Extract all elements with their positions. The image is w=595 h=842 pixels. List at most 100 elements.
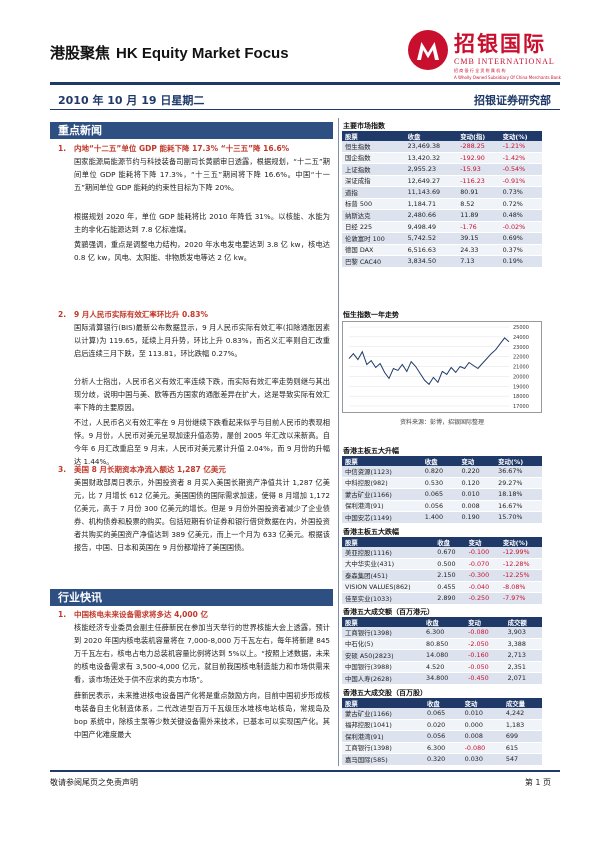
value-cell: 6.300 — [423, 742, 462, 754]
stock-name-cell: 道指 — [342, 186, 405, 199]
stock-name-cell: 巴黎 CAC40 — [342, 255, 405, 268]
value-cell: -12.28% — [499, 558, 542, 570]
hsi-series-line — [348, 337, 510, 386]
stock-name-cell: 深证成指 — [342, 175, 405, 187]
indices-title: 主要市场指数 — [343, 122, 385, 130]
cmb-logo-icon — [408, 30, 448, 70]
value-cell: 0.020 — [423, 719, 462, 731]
value-cell: 39.15 — [457, 232, 500, 245]
stock-name-cell: 中科控股(982) — [342, 477, 422, 489]
value-cell: 18.18% — [495, 488, 542, 501]
table-row: 德国 DAX 6,516.63 24.33 0.37% — [342, 244, 542, 256]
col-header: 变动 — [458, 456, 496, 466]
table-row: 保利港湾(91) 0.056 0.008 699 — [342, 730, 542, 743]
col-header: 变动 — [465, 617, 505, 627]
chart-source: 资料来源：彭博，招银国际整理 — [400, 419, 485, 426]
turnover-header-row: 股票 收盘 变动 成交额 — [342, 617, 542, 627]
gainers-title: 香港主板五大升幅 — [343, 447, 399, 455]
page-number: 第 1 页 — [524, 778, 551, 787]
news-1-headline-text: 内地“十二五”单位 GDP 能耗下降 17.3% “十三五”降 16.6% — [74, 144, 290, 153]
report-title: 港股聚焦 HK Equity Market Focus — [50, 42, 289, 63]
value-cell: 0.190 — [458, 511, 496, 524]
industry-1-paragraph-1: 核能经济专业委员会副主任薛新民在参加当天举行的世界核能大会上透露，预计到 202… — [74, 623, 330, 684]
value-cell: 12,649.27 — [404, 175, 458, 187]
table-row: 泰森集团(451) 2.150 -0.300 -12.25% — [342, 569, 542, 582]
value-cell: 5,742.52 — [404, 232, 458, 245]
y-tick-label: 22000 — [513, 355, 529, 361]
value-cell: 0.820 — [421, 466, 459, 478]
col-header: 收盘 — [434, 537, 466, 547]
subheader-divider — [50, 109, 560, 110]
stock-name-cell: 福邦控股(1041) — [342, 719, 424, 731]
value-cell: -192.90 — [457, 152, 500, 164]
news-1-headline: 1. 内地“十二五”单位 GDP 能耗下降 17.3% “十三五”降 16.6% — [58, 143, 289, 154]
value-cell: 0.065 — [423, 708, 462, 720]
table-row: 工商银行(1398) 6.300 -0.080 3,903 — [342, 627, 542, 639]
value-cell: 0.010 — [461, 708, 503, 720]
value-cell: 4.520 — [423, 661, 466, 673]
value-cell: -12.25% — [499, 569, 542, 582]
stock-name-cell: 国企指数 — [342, 152, 405, 164]
value-cell: 24.33 — [457, 244, 500, 256]
stock-name-cell: 泰森集团(451) — [342, 569, 435, 582]
value-cell: 699 — [502, 730, 542, 743]
col-header: 变动(%) — [499, 131, 542, 141]
turnover-table: 股票 收盘 变动 成交额 工商银行(1398) 6.300 -0.080 3,903 中… — [342, 617, 542, 685]
y-tick-label: 24000 — [513, 335, 529, 341]
value-cell: 0.008 — [458, 500, 496, 512]
value-cell: 23,469.38 — [404, 141, 458, 153]
value-cell: -7.97% — [499, 592, 542, 605]
value-cell: 0.72% — [499, 198, 542, 210]
y-tick-label: 18000 — [513, 394, 529, 400]
col-header: 收盘 — [423, 698, 462, 708]
stock-name-cell: 安硕 A50(2823) — [342, 649, 424, 662]
table-row: 中国人寿(2628) 34.800 -0.450 2,071 — [342, 672, 542, 685]
value-cell: 2,713 — [504, 649, 542, 662]
indices-header-row: 股票 收盘 变动(指) 变动(%) — [342, 131, 542, 141]
value-cell: -1.21% — [499, 141, 542, 153]
table-row: 蒙古矿业(1166) 0.065 0.010 18.18% — [342, 488, 542, 501]
stock-name-cell: 中石化(5) — [342, 638, 424, 650]
research-dept: 招银证券研究部 — [474, 94, 551, 107]
stock-name-cell: 大中华实业(431) — [342, 558, 435, 570]
value-cell: -1.42% — [499, 152, 542, 164]
industry-1-number: 1. — [58, 610, 67, 619]
stock-name-cell: 蒙古矿业(1166) — [342, 488, 422, 501]
col-header: 变动 — [465, 537, 500, 547]
value-cell: 0.320 — [423, 753, 462, 766]
y-tick-label: 20000 — [513, 374, 529, 380]
col-header: 股票 — [342, 131, 405, 141]
logo-text-cn: 招银国际 — [454, 32, 546, 56]
value-cell: -2.050 — [465, 638, 505, 650]
volume-header-row: 股票 收盘 变动 成交量 — [342, 698, 542, 708]
table-row: 巴黎 CAC40 3,834.50 7.13 0.19% — [342, 255, 542, 268]
news-3-headline: 3. 美国 8 月长期资本净流入额达 1,287 亿美元 — [58, 464, 226, 475]
table-row: 美亚控股(1116) 0.670 -0.100 -12.99% — [342, 547, 542, 559]
value-cell: 0.065 — [421, 488, 459, 501]
news-3-paragraph-1: 美国财政部周日表示，外国投资者 8 月买入美国长期资产净值共计 1,287 亿美… — [74, 478, 330, 552]
value-cell: 0.37% — [499, 244, 542, 256]
y-tick-label: 21000 — [513, 365, 529, 371]
news-2-headline-text: 9 月人民币实际有效汇率环比升 0.83% — [74, 310, 208, 319]
gainers-table: 股票 收盘 变动 变动(%) 中信资源(1123) 0.820 0.220 36.67… — [342, 456, 542, 524]
logo-text-en: CMB INTERNATIONAL — [454, 57, 555, 66]
value-cell: 80.850 — [423, 638, 466, 650]
stock-name-cell: 保利港湾(91) — [342, 500, 422, 512]
news-1-paragraph-1: 国家能源局能源节约与科技装备司副司长黄鹂审日透露，根据规划，“十二五”期间单位 … — [74, 157, 330, 192]
table-row: 恒生指数 23,469.38 -288.25 -1.21% — [342, 141, 542, 153]
news-3-number: 3. — [58, 465, 67, 474]
value-cell: 3,388 — [504, 638, 542, 650]
table-row: 蒙古矿业(1166) 0.065 0.010 4,242 — [342, 708, 542, 720]
value-cell: 615 — [502, 742, 542, 754]
news-2-number: 2. — [58, 310, 67, 319]
value-cell: 0.455 — [434, 581, 466, 593]
value-cell: 4,242 — [502, 708, 542, 720]
col-header: 股票 — [342, 617, 424, 627]
value-cell: 3,903 — [504, 627, 542, 639]
stock-name-cell: 德国 DAX — [342, 244, 405, 256]
volume-table: 股票 收盘 变动 成交量 蒙古矿业(1166) 0.065 0.010 4,242 福邦… — [342, 698, 542, 766]
industry-1-headline: 1. 中国核电未来设备需求将多达 4,000 亿 — [58, 609, 208, 620]
value-cell: 547 — [502, 753, 542, 766]
value-cell: 0.000 — [461, 719, 503, 731]
value-cell: 1,184.71 — [404, 198, 458, 210]
